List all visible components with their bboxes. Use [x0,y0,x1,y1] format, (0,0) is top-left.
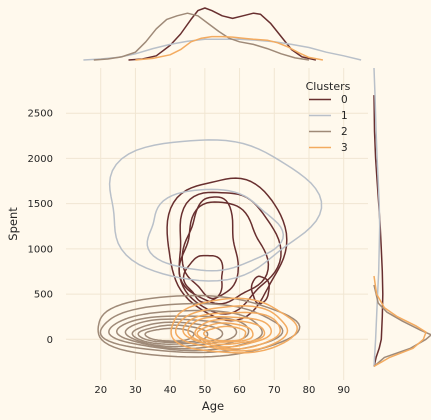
x-tick-labels: 20 30 40 50 60 70 80 90 [94,385,350,396]
x-tick-label: 30 [129,385,142,396]
legend-label-2: 2 [341,126,348,138]
series-1-contours [108,139,323,282]
series-3-contour-4 [194,318,266,346]
series-2-contour-5 [131,321,224,345]
marginal-x-series-3 [135,35,324,61]
series-2-contour-6 [137,324,209,344]
marginal-y-series-0 [373,95,384,367]
marginal-y-series-1 [373,67,381,367]
y-tick-label: 0 [47,335,53,346]
marginal-x-series-1 [83,38,362,61]
series-3-contour-5 [196,322,254,343]
x-tick-label: 60 [233,385,246,396]
series-1-contour-1 [146,188,285,272]
top-marginal-kde-curves [83,7,362,61]
legend-label-1: 1 [341,110,348,122]
series-3-contour-3 [187,316,273,348]
x-tick-label: 40 [164,385,177,396]
legend-items: 0 1 2 3 [309,94,348,154]
series-1-contour-0 [108,139,323,282]
right-marginal-plot [373,67,431,368]
y-tick-label: 1000 [28,244,53,255]
right-marginal-kde-curves [373,67,431,368]
x-tick-label: 20 [94,385,107,396]
series-0-contour-3 [181,196,240,300]
legend: Clusters 0 1 2 3 [306,80,351,154]
legend-label-0: 0 [341,94,348,106]
marginal-x-series-2 [93,12,310,61]
y-tick-label: 2500 [28,109,53,120]
series-0-contour-0 [166,177,288,322]
x-tick-label: 90 [337,385,350,396]
series-3-contour-1 [174,305,289,352]
series-3-contours [170,297,298,354]
y-tick-label: 2000 [28,154,53,165]
series-0-contour-5 [250,275,270,305]
marginal-x-series-0 [128,7,317,61]
series-3-contour-0 [170,297,298,354]
series-3-contour-6 [203,325,247,342]
legend-label-3: 3 [341,142,348,154]
y-tick-label: 500 [34,290,53,301]
series-3-contour-2 [182,311,281,350]
marginal-y-series-3 [373,275,427,368]
x-tick-label: 50 [198,385,211,396]
x-tick-label: 70 [268,385,281,396]
x-tick-label: 80 [303,385,316,396]
kde-contours [97,139,323,358]
y-tick-label: 1500 [28,199,53,210]
y-axis-label: Spent [6,207,20,241]
top-marginal-plot [83,7,362,61]
x-axis-label: Age [202,399,224,413]
y-tick-labels: 0 500 1000 1500 2000 2500 [28,109,53,346]
legend-title: Clusters [306,80,351,93]
